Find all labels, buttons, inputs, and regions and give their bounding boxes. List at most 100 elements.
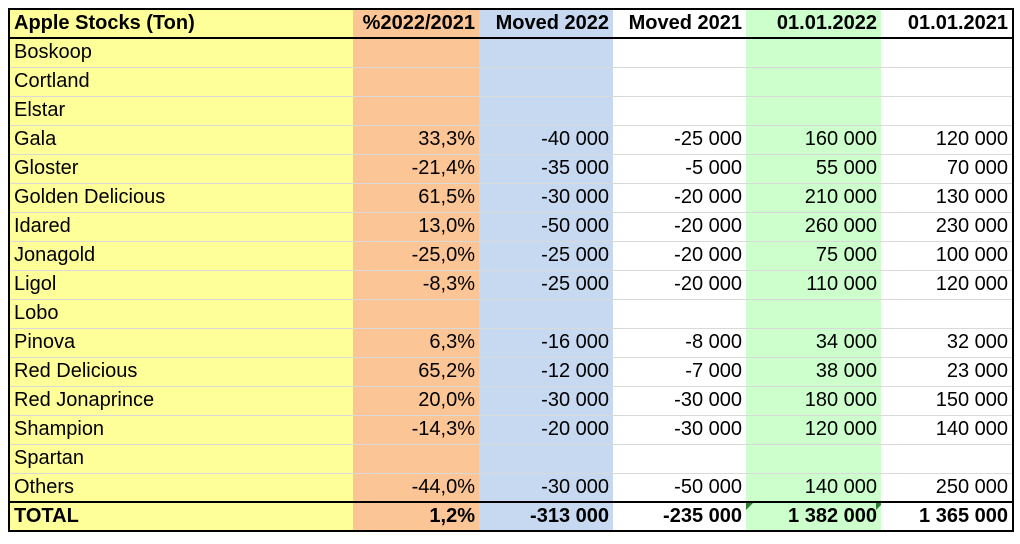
- cell-moved-2022[interactable]: -20 000: [479, 415, 613, 445]
- cell-stock-2021[interactable]: [881, 444, 1014, 474]
- cell-stock-2022[interactable]: 260 000: [746, 212, 881, 242]
- total-cell-stock-2022[interactable]: 1 382 000: [746, 501, 881, 532]
- cell-moved-2021[interactable]: -50 000: [613, 473, 746, 503]
- cell-moved-2022[interactable]: -25 000: [479, 270, 613, 300]
- cell-moved-2021[interactable]: -20 000: [613, 183, 746, 213]
- cell-moved-2021[interactable]: -25 000: [613, 125, 746, 155]
- cell-variety[interactable]: Red Jonaprince: [8, 386, 353, 416]
- cell-percent-change[interactable]: 33,3%: [353, 125, 479, 155]
- cell-stock-2022[interactable]: [746, 299, 881, 329]
- cell-moved-2021[interactable]: -5 000: [613, 154, 746, 184]
- cell-percent-change[interactable]: [353, 67, 479, 97]
- cell-stock-2021[interactable]: 140 000: [881, 415, 1014, 445]
- cell-moved-2021[interactable]: [613, 67, 746, 97]
- cell-percent-change[interactable]: -44,0%: [353, 473, 479, 503]
- cell-moved-2022[interactable]: [479, 444, 613, 474]
- cell-percent-change[interactable]: 61,5%: [353, 183, 479, 213]
- cell-moved-2021[interactable]: -20 000: [613, 241, 746, 271]
- cell-moved-2022[interactable]: -30 000: [479, 183, 613, 213]
- cell-stock-2022[interactable]: [746, 96, 881, 126]
- cell-variety[interactable]: Lobo: [8, 299, 353, 329]
- cell-variety[interactable]: Gala: [8, 125, 353, 155]
- cell-stock-2022[interactable]: 210 000: [746, 183, 881, 213]
- cell-stock-2021[interactable]: 130 000: [881, 183, 1014, 213]
- cell-percent-change[interactable]: -25,0%: [353, 241, 479, 271]
- cell-variety[interactable]: Red Delicious: [8, 357, 353, 387]
- total-cell-stock-2021[interactable]: 1 365 000: [881, 501, 1014, 532]
- cell-stock-2021[interactable]: 32 000: [881, 328, 1014, 358]
- cell-stock-2022[interactable]: 38 000: [746, 357, 881, 387]
- cell-moved-2021[interactable]: [613, 96, 746, 126]
- cell-moved-2022[interactable]: -16 000: [479, 328, 613, 358]
- cell-variety[interactable]: Jonagold: [8, 241, 353, 271]
- cell-stock-2021[interactable]: 250 000: [881, 473, 1014, 503]
- cell-variety[interactable]: Golden Delicious: [8, 183, 353, 213]
- cell-moved-2022[interactable]: [479, 38, 613, 68]
- header-cell-stock-2022[interactable]: 01.01.2022: [746, 8, 881, 39]
- cell-percent-change[interactable]: [353, 96, 479, 126]
- cell-moved-2022[interactable]: [479, 96, 613, 126]
- cell-moved-2022[interactable]: [479, 299, 613, 329]
- cell-variety[interactable]: Ligol: [8, 270, 353, 300]
- cell-moved-2022[interactable]: -50 000: [479, 212, 613, 242]
- cell-stock-2021[interactable]: [881, 67, 1014, 97]
- total-cell-moved-2022[interactable]: -313 000: [479, 501, 613, 532]
- cell-variety[interactable]: Elstar: [8, 96, 353, 126]
- cell-percent-change[interactable]: -14,3%: [353, 415, 479, 445]
- header-cell-stock-2021[interactable]: 01.01.2021: [881, 8, 1014, 39]
- cell-variety[interactable]: Others: [8, 473, 353, 503]
- cell-stock-2022[interactable]: 75 000: [746, 241, 881, 271]
- total-cell-percent-change[interactable]: 1,2%: [353, 501, 479, 532]
- cell-stock-2022[interactable]: 34 000: [746, 328, 881, 358]
- cell-moved-2022[interactable]: -12 000: [479, 357, 613, 387]
- cell-stock-2021[interactable]: 120 000: [881, 270, 1014, 300]
- cell-variety[interactable]: Spartan: [8, 444, 353, 474]
- cell-percent-change[interactable]: -21,4%: [353, 154, 479, 184]
- cell-stock-2022[interactable]: 55 000: [746, 154, 881, 184]
- header-cell-percent-change[interactable]: %2022/2021: [353, 8, 479, 39]
- cell-moved-2021[interactable]: -20 000: [613, 212, 746, 242]
- cell-variety[interactable]: Cortland: [8, 67, 353, 97]
- cell-stock-2022[interactable]: [746, 67, 881, 97]
- cell-moved-2021[interactable]: [613, 38, 746, 68]
- cell-moved-2022[interactable]: [479, 67, 613, 97]
- header-cell-moved-2021[interactable]: Moved 2021: [613, 8, 746, 39]
- cell-moved-2021[interactable]: -8 000: [613, 328, 746, 358]
- cell-moved-2021[interactable]: -30 000: [613, 386, 746, 416]
- header-cell-moved-2022[interactable]: Moved 2022: [479, 8, 613, 39]
- cell-percent-change[interactable]: 65,2%: [353, 357, 479, 387]
- cell-variety[interactable]: Shampion: [8, 415, 353, 445]
- cell-percent-change[interactable]: [353, 444, 479, 474]
- cell-moved-2022[interactable]: -35 000: [479, 154, 613, 184]
- cell-stock-2021[interactable]: [881, 299, 1014, 329]
- cell-stock-2022[interactable]: [746, 444, 881, 474]
- cell-percent-change[interactable]: [353, 299, 479, 329]
- total-cell-label[interactable]: TOTAL: [8, 501, 353, 532]
- cell-variety[interactable]: Idared: [8, 212, 353, 242]
- cell-variety[interactable]: Gloster: [8, 154, 353, 184]
- cell-moved-2022[interactable]: -30 000: [479, 473, 613, 503]
- total-cell-moved-2021[interactable]: -235 000: [613, 501, 746, 532]
- cell-stock-2022[interactable]: 120 000: [746, 415, 881, 445]
- cell-moved-2022[interactable]: -40 000: [479, 125, 613, 155]
- cell-variety[interactable]: Boskoop: [8, 38, 353, 68]
- cell-stock-2021[interactable]: [881, 96, 1014, 126]
- cell-stock-2022[interactable]: 110 000: [746, 270, 881, 300]
- cell-stock-2021[interactable]: 70 000: [881, 154, 1014, 184]
- cell-stock-2022[interactable]: 160 000: [746, 125, 881, 155]
- cell-percent-change[interactable]: 20,0%: [353, 386, 479, 416]
- cell-moved-2022[interactable]: -30 000: [479, 386, 613, 416]
- header-cell-variety[interactable]: Apple Stocks (Ton): [8, 8, 353, 39]
- cell-stock-2021[interactable]: 100 000: [881, 241, 1014, 271]
- cell-stock-2021[interactable]: 23 000: [881, 357, 1014, 387]
- cell-moved-2021[interactable]: -7 000: [613, 357, 746, 387]
- cell-stock-2021[interactable]: 150 000: [881, 386, 1014, 416]
- cell-stock-2022[interactable]: 180 000: [746, 386, 881, 416]
- cell-stock-2022[interactable]: [746, 38, 881, 68]
- cell-moved-2021[interactable]: [613, 444, 746, 474]
- cell-percent-change[interactable]: -8,3%: [353, 270, 479, 300]
- cell-moved-2021[interactable]: -20 000: [613, 270, 746, 300]
- cell-moved-2021[interactable]: -30 000: [613, 415, 746, 445]
- cell-stock-2021[interactable]: 120 000: [881, 125, 1014, 155]
- cell-percent-change[interactable]: 13,0%: [353, 212, 479, 242]
